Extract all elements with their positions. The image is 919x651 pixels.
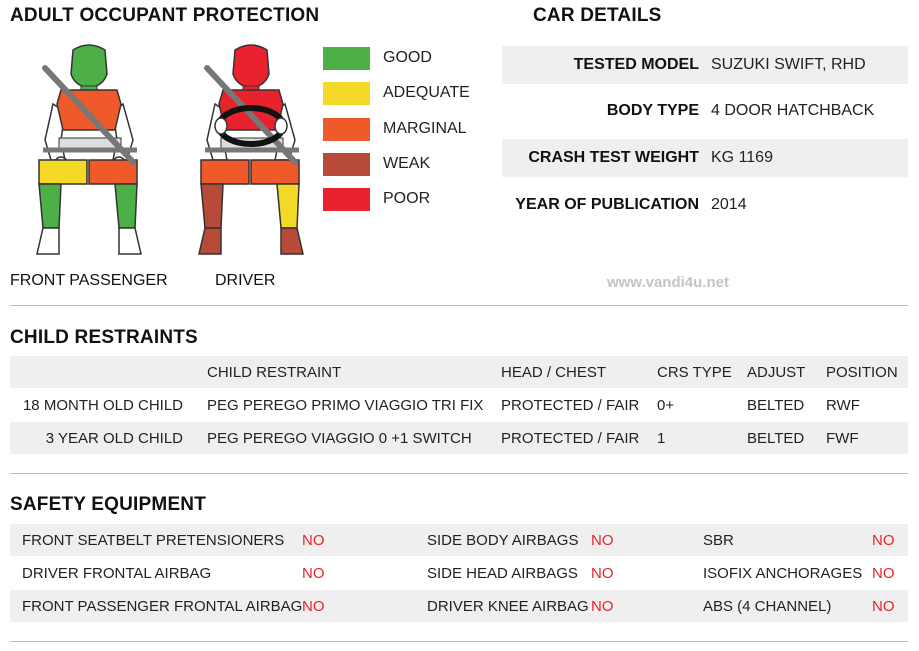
equipment-name: DRIVER KNEE AIRBAG <box>427 598 589 615</box>
legend-swatch-marginal <box>323 118 370 141</box>
passenger-leg-left-region <box>38 183 62 229</box>
legend-label-good: GOOD <box>383 49 432 66</box>
car-detail-value: 4 DOOR HATCHBACK <box>711 102 875 119</box>
car-detail-value: 2014 <box>711 196 747 213</box>
passenger-knee-left-region <box>38 159 88 185</box>
child-age-cell: 3 YEAR OLD CHILD <box>45 430 183 447</box>
driver-leg-right-region <box>276 183 300 229</box>
equipment-name: SIDE BODY AIRBAGS <box>427 532 579 549</box>
child-age-cell: 18 MONTH OLD CHILD <box>22 397 183 414</box>
watermark-text: www.vandi4u.net <box>607 274 729 291</box>
equipment-status: NO <box>302 565 325 582</box>
driver-label: DRIVER <box>215 272 276 289</box>
adjust-cell: BELTED <box>747 430 805 447</box>
safety-equipment-title: SAFETY EQUIPMENT <box>10 494 207 515</box>
car-detail-value: SUZUKI SWIFT, RHD <box>711 56 866 73</box>
equipment-status: NO <box>591 598 614 615</box>
position-cell: FWF <box>826 430 859 447</box>
head-chest-cell: PROTECTED / FAIR <box>501 430 640 447</box>
table-row: 18 MONTH OLD CHILD PEG PEREGO PRIMO VIAG… <box>10 389 908 421</box>
equipment-name: SIDE HEAD AIRBAGS <box>427 565 578 582</box>
equipment-name: ISOFIX ANCHORAGES <box>703 565 863 582</box>
head-chest-cell: PROTECTED / FAIR <box>501 397 640 414</box>
safety-row: FRONT SEATBELT PRETENSIONERS NO SIDE BOD… <box>10 524 908 556</box>
car-detail-key: TESTED MODEL <box>573 56 699 73</box>
car-detail-value: KG 1169 <box>711 149 773 166</box>
equipment-name: ABS (4 CHANNEL) <box>703 598 832 615</box>
passenger-knee-right-region <box>88 159 138 185</box>
equipment-status: NO <box>302 532 325 549</box>
passenger-leg-right-region <box>114 183 138 229</box>
passenger-head-region <box>70 44 108 89</box>
adjust-cell: BELTED <box>747 397 805 414</box>
car-detail-row-year-of-publication: YEAR OF PUBLICATION 2014 <box>502 186 908 224</box>
driver-dummy-figure <box>198 44 304 255</box>
restraint-cell: PEG PEREGO PRIMO VIAGGIO TRI FIX <box>207 397 484 414</box>
driver-head-region <box>232 44 270 89</box>
safety-row: FRONT PASSENGER FRONTAL AIRBAG NO DRIVER… <box>10 590 908 622</box>
car-details-title: CAR DETAILS <box>533 5 662 26</box>
car-detail-row-body-type: BODY TYPE 4 DOOR HATCHBACK <box>502 92 908 130</box>
legend-label-poor: POOR <box>383 190 431 207</box>
crs-type-cell: 0+ <box>657 397 675 414</box>
column-header-child-restraint: CHILD RESTRAINT <box>207 364 342 381</box>
equipment-status: NO <box>872 565 895 582</box>
equipment-status: NO <box>591 565 614 582</box>
legend-swatch-weak <box>323 153 370 176</box>
car-detail-row-crash-test-weight: CRASH TEST WEIGHT KG 1169 <box>502 139 908 177</box>
column-header-adjust: ADJUST <box>747 364 806 381</box>
front-passenger-dummy-figure <box>36 44 142 255</box>
equipment-name: SBR <box>703 532 734 549</box>
equipment-status: NO <box>872 598 895 615</box>
child-restraints-header-row: CHILD RESTRAINT HEAD / CHEST CRS TYPE AD… <box>10 356 908 388</box>
equipment-status: NO <box>591 532 614 549</box>
equipment-name: DRIVER FRONTAL AIRBAG <box>22 565 212 582</box>
legend-swatch-poor <box>323 188 370 211</box>
child-restraints-title: CHILD RESTRAINTS <box>10 327 198 348</box>
driver-knee-right-region <box>250 159 300 185</box>
equipment-status: NO <box>302 598 325 615</box>
table-row: 3 YEAR OLD CHILD PEG PEREGO VIAGGIO 0 +1… <box>10 422 908 454</box>
legend-label-weak: WEAK <box>383 155 431 172</box>
divider <box>10 473 908 474</box>
legend-swatch-good <box>323 47 370 70</box>
equipment-status: NO <box>872 532 895 549</box>
legend-swatch-adequate <box>323 82 370 105</box>
front-passenger-label: FRONT PASSENGER <box>10 272 168 289</box>
car-detail-key: YEAR OF PUBLICATION <box>515 196 699 213</box>
car-detail-key: CRASH TEST WEIGHT <box>528 149 699 166</box>
driver-leg-left-region <box>200 183 224 229</box>
divider <box>10 305 908 306</box>
column-header-head-chest: HEAD / CHEST <box>501 364 607 381</box>
column-header-position: POSITION <box>826 364 898 381</box>
safety-row: DRIVER FRONTAL AIRBAG NO SIDE HEAD AIRBA… <box>10 557 908 589</box>
column-header-crs-type: CRS TYPE <box>657 364 732 381</box>
legend-label-adequate: ADEQUATE <box>383 84 470 101</box>
divider <box>10 641 908 642</box>
driver-knee-left-region <box>200 159 250 185</box>
car-detail-key: BODY TYPE <box>606 102 699 119</box>
legend-label-marginal: MARGINAL <box>383 120 467 137</box>
car-detail-row-tested-model: TESTED MODEL SUZUKI SWIFT, RHD <box>502 46 908 84</box>
equipment-name: FRONT PASSENGER FRONTAL AIRBAG <box>22 598 303 615</box>
adult-occupant-title: ADULT OCCUPANT PROTECTION <box>10 5 320 26</box>
passenger-chest-region <box>56 89 122 131</box>
equipment-name: FRONT SEATBELT PRETENSIONERS <box>22 532 285 549</box>
crs-type-cell: 1 <box>657 430 666 447</box>
restraint-cell: PEG PEREGO VIAGGIO 0 +1 SWITCH <box>207 430 472 447</box>
position-cell: RWF <box>826 397 860 414</box>
